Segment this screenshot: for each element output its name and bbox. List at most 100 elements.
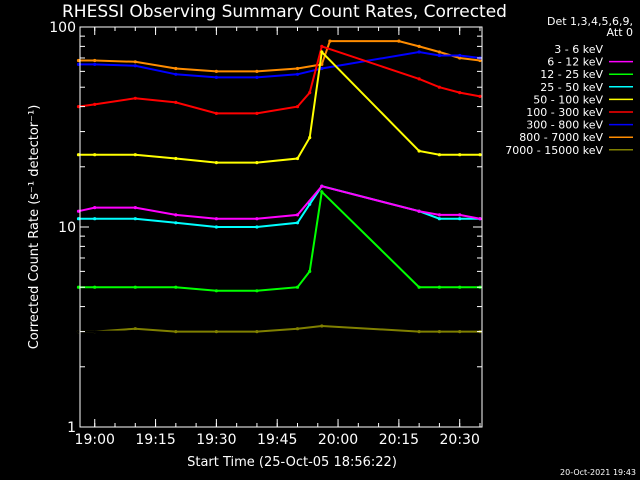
series-point bbox=[417, 149, 421, 153]
series-point bbox=[320, 44, 324, 49]
y-tick-label: 10 bbox=[58, 220, 76, 236]
legend-entry: 3 - 6 keV bbox=[554, 43, 603, 56]
legend-entry: 300 - 800 keV bbox=[526, 119, 603, 132]
timestamp: 20-Oct-2021 19:43 bbox=[560, 468, 636, 477]
series-point bbox=[76, 62, 81, 66]
x-tick-label: 19:30 bbox=[196, 432, 236, 448]
series-line bbox=[78, 330, 323, 353]
series-point bbox=[255, 289, 259, 293]
series-point bbox=[437, 85, 441, 89]
series-point bbox=[255, 111, 259, 115]
y-tick-label: 100 bbox=[49, 20, 76, 36]
series-point bbox=[295, 66, 300, 71]
x-tick-label: 19:45 bbox=[257, 432, 297, 448]
series-line bbox=[78, 189, 480, 292]
series-point bbox=[76, 153, 81, 157]
series-point bbox=[437, 213, 441, 217]
series-point bbox=[93, 330, 97, 334]
series-point bbox=[76, 330, 81, 334]
series-point bbox=[308, 91, 312, 95]
series-line bbox=[78, 185, 481, 220]
series-point bbox=[320, 190, 324, 194]
series-point bbox=[458, 153, 462, 157]
series-point bbox=[76, 217, 81, 221]
series-point bbox=[214, 69, 218, 73]
series-point bbox=[214, 289, 218, 293]
series-point bbox=[295, 156, 300, 161]
series-point bbox=[214, 217, 218, 221]
series-point bbox=[320, 66, 324, 71]
x-tick-label: 20:00 bbox=[318, 432, 358, 448]
x-axis-label: Start Time (25-Oct-05 18:56:22) bbox=[187, 455, 397, 470]
y-tick-label: 1 bbox=[67, 420, 76, 436]
x-tick-label: 20:15 bbox=[379, 432, 419, 448]
series-point bbox=[76, 105, 81, 109]
series-line bbox=[78, 49, 480, 164]
series-point bbox=[320, 330, 324, 334]
series-point bbox=[174, 285, 178, 289]
series-point bbox=[295, 105, 300, 109]
y-axis-label: Corrected Count Rate (s⁻¹ detector⁻¹) bbox=[27, 105, 42, 350]
series-point bbox=[437, 50, 441, 54]
series-point bbox=[397, 39, 401, 43]
series-point bbox=[437, 153, 441, 157]
plot-frame bbox=[79, 26, 483, 428]
series-point bbox=[174, 221, 178, 225]
series-point bbox=[320, 184, 324, 188]
series-point bbox=[437, 53, 441, 58]
series-point bbox=[417, 209, 421, 213]
x-tick-label: 20:30 bbox=[440, 432, 480, 448]
series-point bbox=[417, 44, 421, 49]
x-tick-label: 19:15 bbox=[135, 432, 175, 448]
series-point bbox=[320, 50, 324, 54]
legend-entry: 12 - 25 keV bbox=[540, 68, 603, 81]
series-line bbox=[78, 185, 480, 228]
legend-entry: 800 - 7000 keV bbox=[519, 131, 603, 144]
series-point bbox=[174, 330, 178, 334]
series-point bbox=[93, 102, 97, 106]
series-point bbox=[458, 217, 462, 221]
series-point bbox=[214, 225, 218, 229]
series-line bbox=[78, 50, 481, 79]
series-point bbox=[308, 269, 312, 273]
series-point bbox=[478, 58, 482, 63]
series-point bbox=[174, 213, 178, 217]
series-point bbox=[174, 342, 178, 346]
series-point bbox=[133, 330, 137, 334]
series-point bbox=[214, 111, 218, 115]
series-point bbox=[437, 330, 441, 334]
series-point bbox=[417, 50, 421, 54]
series-point bbox=[458, 213, 462, 217]
series-point bbox=[174, 72, 178, 76]
series-point bbox=[133, 153, 137, 157]
series-point bbox=[255, 217, 259, 221]
series-point bbox=[214, 75, 218, 79]
series-point bbox=[295, 213, 300, 217]
series-point bbox=[458, 56, 462, 60]
series-point bbox=[133, 327, 137, 331]
series-point bbox=[437, 217, 441, 221]
series-point bbox=[328, 39, 332, 43]
series-point bbox=[214, 330, 218, 334]
series-point bbox=[93, 217, 97, 221]
series-point bbox=[255, 225, 259, 229]
legend-header-line-1: Det 1,3,4,5,6,9, bbox=[547, 15, 633, 28]
series-point bbox=[458, 285, 462, 289]
series-point bbox=[417, 285, 421, 289]
series-point bbox=[458, 53, 462, 58]
series-point bbox=[478, 153, 482, 157]
series-point bbox=[214, 161, 218, 165]
series-point bbox=[255, 330, 259, 334]
legend-entry: 100 - 300 keV bbox=[526, 106, 603, 119]
chart-title: RHESSI Observing Summary Count Rates, Co… bbox=[62, 2, 507, 22]
series-point bbox=[133, 96, 137, 100]
series-point bbox=[295, 339, 300, 343]
series-point bbox=[255, 161, 259, 165]
series-point bbox=[214, 349, 218, 353]
series-line bbox=[78, 40, 481, 73]
series-point bbox=[255, 75, 259, 79]
series-point bbox=[76, 285, 81, 289]
series-point bbox=[174, 66, 178, 71]
